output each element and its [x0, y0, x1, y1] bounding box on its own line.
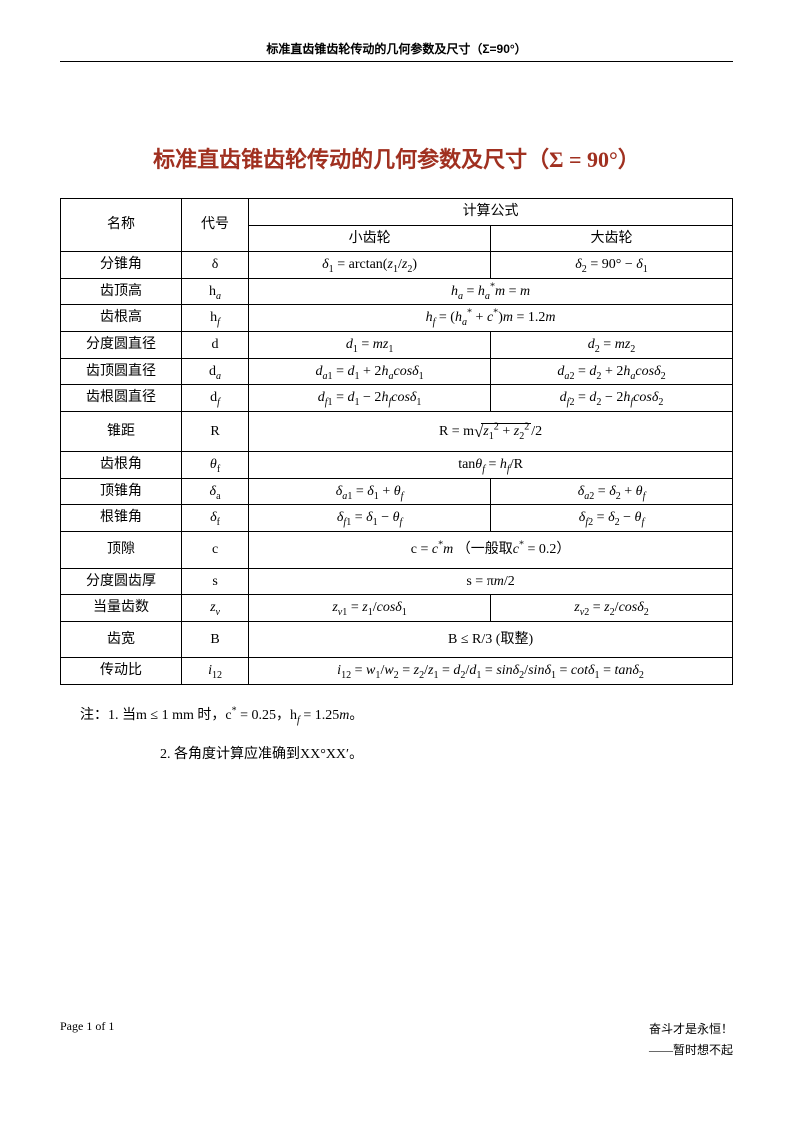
running-header: 标准直齿锥齿轮传动的几何参数及尺寸（Σ=90°） [60, 40, 733, 62]
cell-name: 顶锥角 [61, 478, 182, 505]
cell-symbol: δa [181, 478, 248, 505]
cell-formula-merged: i12 = w1/w2 = z2/z1 = d2/d1 = sinδ2/sinδ… [249, 658, 733, 685]
cell-formula-merged: tanθf = hf/R [249, 452, 733, 479]
cell-formula-gear: df2 = d2 − 2hfcosδ2 [491, 385, 733, 412]
table-body: 分锥角δδ1 = arctan(z1/z2)δ2 = 90° − δ1齿顶高ha… [61, 252, 733, 685]
cell-name: 齿顶高 [61, 278, 182, 305]
cell-symbol: ha [181, 278, 248, 305]
cell-formula-pinion: δa1 = δ1 + θf [249, 478, 491, 505]
cell-formula-pinion: da1 = d1 + 2hacosδ1 [249, 358, 491, 385]
cell-formula-pinion: df1 = d1 − 2hfcosδ1 [249, 385, 491, 412]
cell-symbol: δf [181, 505, 248, 532]
col-symbol: 代号 [181, 199, 248, 252]
cell-formula-gear: zv2 = z2/cosδ2 [491, 595, 733, 622]
footer-motto: 奋斗才是永恒！ 暂时想不起 [649, 1019, 733, 1062]
motto-author: 暂时想不起 [649, 1040, 733, 1062]
note-1: 注：1. 当m ≤ 1 mm 时，c* = 0.25，hf = 1.25m。 [100, 701, 733, 732]
cell-name: 锥距 [61, 411, 182, 452]
cell-formula-pinion: δ1 = arctan(z1/z2) [249, 252, 491, 279]
table-row: 分锥角δδ1 = arctan(z1/z2)δ2 = 90° − δ1 [61, 252, 733, 279]
cell-name: 根锥角 [61, 505, 182, 532]
cell-formula-merged: hf = (ha* + c*)m = 1.2m [249, 305, 733, 332]
table-row: 齿顶高haha = ha*m = m [61, 278, 733, 305]
cell-name: 分度圆直径 [61, 331, 182, 358]
page-footer: Page 1 of 1 奋斗才是永恒！ 暂时想不起 [60, 1019, 733, 1062]
cell-name: 顶隙 [61, 532, 182, 569]
table-row: 齿根角θftanθf = hf/R [61, 452, 733, 479]
cell-formula-pinion: zv1 = z1/cosδ1 [249, 595, 491, 622]
cell-name: 齿顶圆直径 [61, 358, 182, 385]
cell-symbol: δ [181, 252, 248, 279]
cell-formula-merged: B ≤ R/3 (取整) [249, 621, 733, 658]
cell-symbol: hf [181, 305, 248, 332]
table-row: 顶锥角δaδa1 = δ1 + θfδa2 = δ2 + θf [61, 478, 733, 505]
cell-formula-gear: d2 = mz2 [491, 331, 733, 358]
cell-symbol: zv [181, 595, 248, 622]
note-prefix: 注： [80, 708, 108, 723]
parameter-table: 名称 代号 计算公式 小齿轮 大齿轮 分锥角δδ1 = arctan(z1/z2… [60, 198, 733, 685]
cell-symbol: d [181, 331, 248, 358]
note-1-text: 1. 当m ≤ 1 mm 时，c* = 0.25，hf = 1.25m。 [108, 708, 363, 723]
table-row: 齿顶圆直径dada1 = d1 + 2hacosδ1da2 = d2 + 2ha… [61, 358, 733, 385]
cell-symbol: s [181, 568, 248, 595]
col-formula-group: 计算公式 [249, 199, 733, 226]
notes: 注：1. 当m ≤ 1 mm 时，c* = 0.25，hf = 1.25m。 2… [60, 701, 733, 771]
cell-symbol: i12 [181, 658, 248, 685]
cell-symbol: df [181, 385, 248, 412]
cell-formula-pinion: d1 = mz1 [249, 331, 491, 358]
cell-symbol: R [181, 411, 248, 452]
table-row: 根锥角δfδf1 = δ1 − θfδf2 = δ2 − θf [61, 505, 733, 532]
cell-formula-gear: da2 = d2 + 2hacosδ2 [491, 358, 733, 385]
cell-name: 齿根圆直径 [61, 385, 182, 412]
cell-name: 齿根角 [61, 452, 182, 479]
table-row: 齿宽BB ≤ R/3 (取整) [61, 621, 733, 658]
title-suffix: ） [618, 147, 640, 172]
cell-symbol: θf [181, 452, 248, 479]
cell-formula-merged: c = c*m （一般取c* = 0.2） [249, 532, 733, 569]
col-pinion: 小齿轮 [249, 225, 491, 252]
table-row: 分度圆齿厚ss = πm/2 [61, 568, 733, 595]
cell-name: 齿宽 [61, 621, 182, 658]
title-math: Σ = 90° [549, 147, 618, 172]
cell-formula-gear: δf2 = δ2 − θf [491, 505, 733, 532]
table-row: 传动比i12i12 = w1/w2 = z2/z1 = d2/d1 = sinδ… [61, 658, 733, 685]
cell-formula-merged: ha = ha*m = m [249, 278, 733, 305]
col-name: 名称 [61, 199, 182, 252]
table-row: 齿根高hfhf = (ha* + c*)m = 1.2m [61, 305, 733, 332]
cell-symbol: c [181, 532, 248, 569]
table-row: 顶隙cc = c*m （一般取c* = 0.2） [61, 532, 733, 569]
cell-formula-merged: s = πm/2 [249, 568, 733, 595]
cell-formula-gear: δa2 = δ2 + θf [491, 478, 733, 505]
table-row: 分度圆直径dd1 = mz1d2 = mz2 [61, 331, 733, 358]
page-title: 标准直齿锥齿轮传动的几何参数及尺寸（Σ = 90°） [60, 142, 733, 174]
cell-name: 分锥角 [61, 252, 182, 279]
cell-formula-gear: δ2 = 90° − δ1 [491, 252, 733, 279]
table-row: 锥距RR = m√z12 + z22/2 [61, 411, 733, 452]
note-2: 2. 各角度计算应准确到XX°XX′。 [100, 740, 733, 771]
cell-name: 齿根高 [61, 305, 182, 332]
cell-symbol: da [181, 358, 248, 385]
cell-formula-pinion: δf1 = δ1 − θf [249, 505, 491, 532]
motto-text: 奋斗才是永恒！ [649, 1019, 733, 1041]
cell-symbol: B [181, 621, 248, 658]
title-prefix: 标准直齿锥齿轮传动的几何参数及尺寸（ [153, 147, 549, 172]
col-gear: 大齿轮 [491, 225, 733, 252]
cell-formula-merged: R = m√z12 + z22/2 [249, 411, 733, 452]
cell-name: 传动比 [61, 658, 182, 685]
table-row: 当量齿数zvzv1 = z1/cosδ1zv2 = z2/cosδ2 [61, 595, 733, 622]
page-number: Page 1 of 1 [60, 1019, 114, 1034]
cell-name: 分度圆齿厚 [61, 568, 182, 595]
cell-name: 当量齿数 [61, 595, 182, 622]
table-row: 齿根圆直径dfdf1 = d1 − 2hfcosδ1df2 = d2 − 2hf… [61, 385, 733, 412]
